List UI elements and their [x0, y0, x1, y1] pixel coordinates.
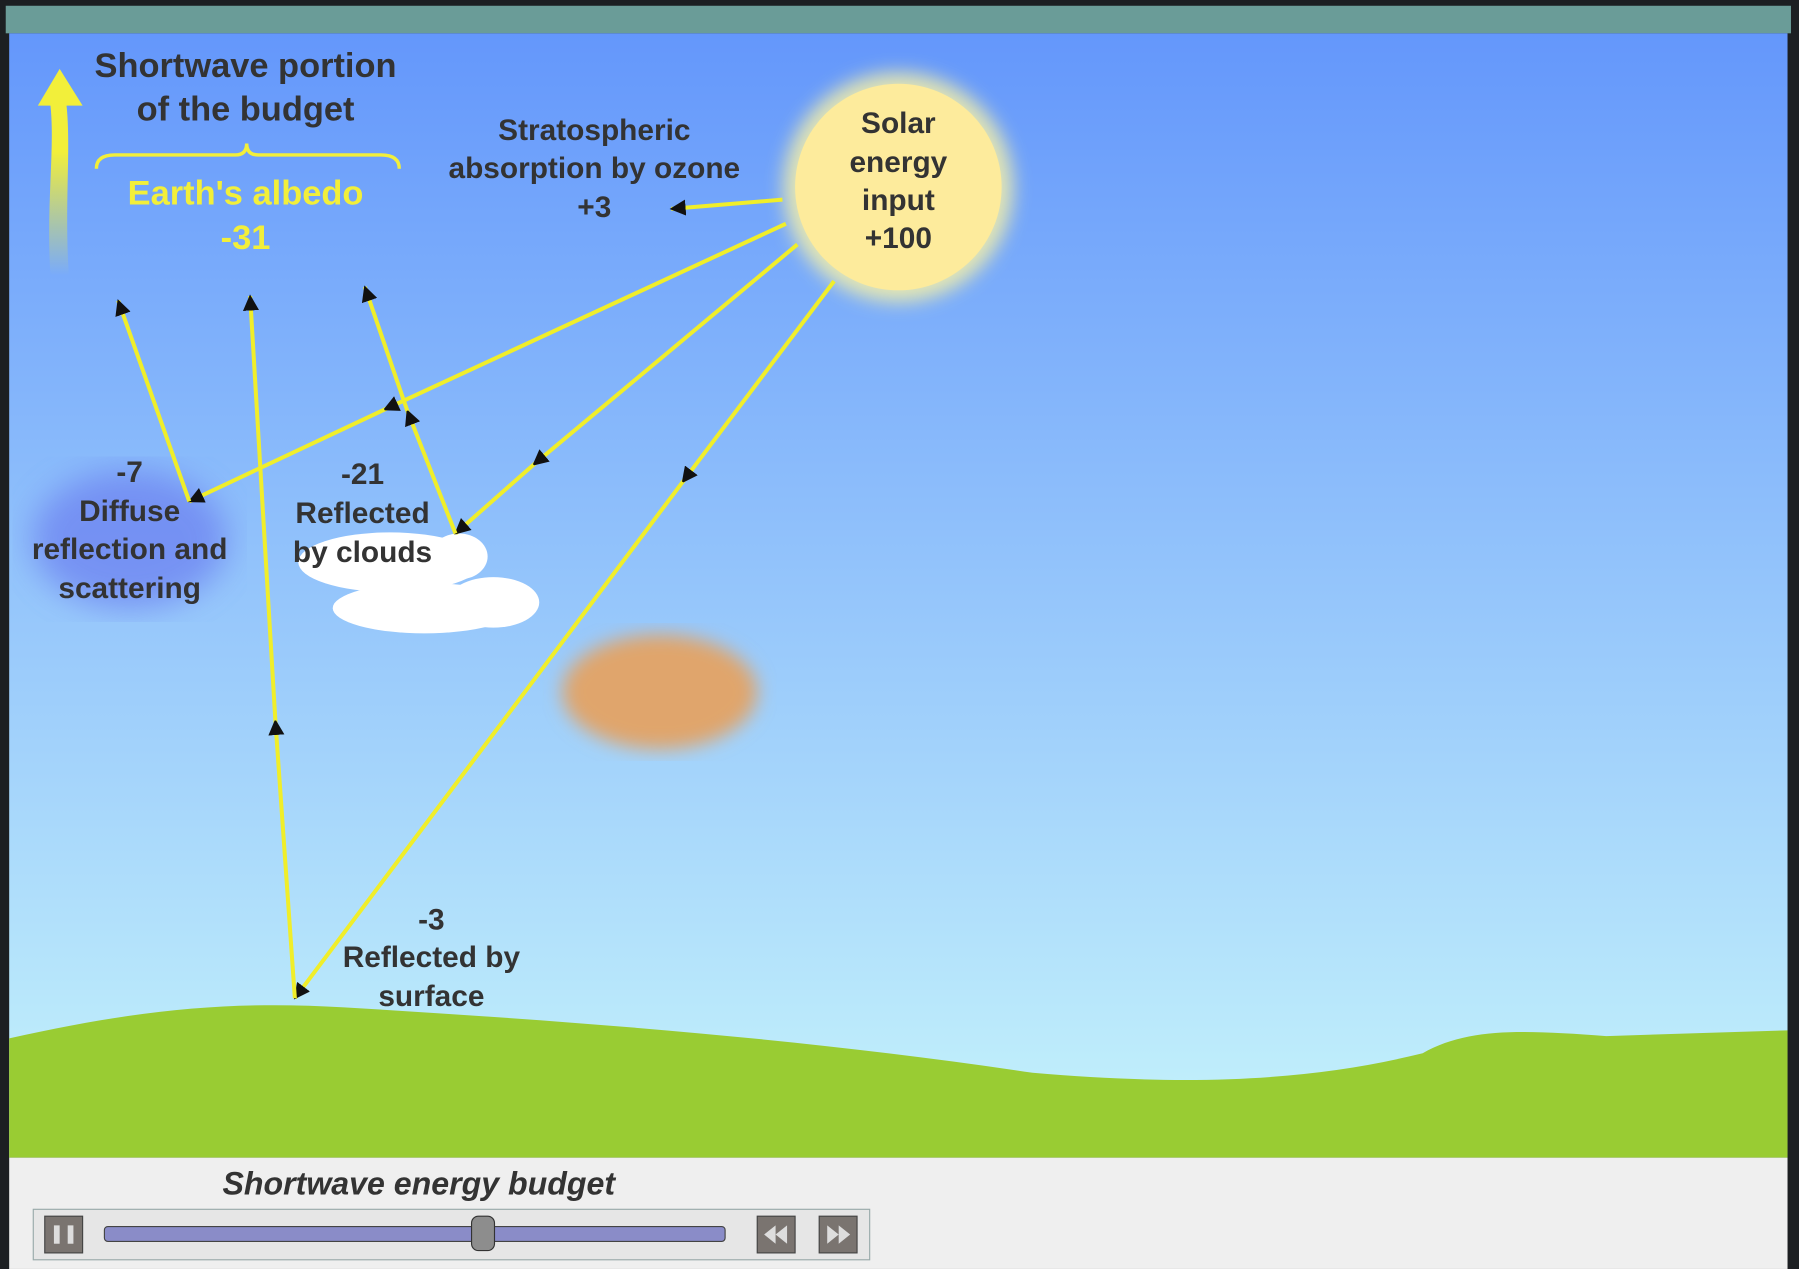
diffuse-label: scattering — [58, 572, 201, 605]
pause-button[interactable] — [45, 1216, 83, 1253]
screen: Shortwave portion of the budget Earth's … — [0, 0, 1799, 1269]
ozone-label: Stratospheric — [498, 114, 690, 147]
albedo-label: Earth's albedo — [128, 174, 364, 212]
heading-line: Shortwave portion — [95, 47, 397, 85]
surface-label: surface — [378, 980, 484, 1013]
solar-label: input — [862, 184, 935, 217]
diffuse-value: -7 — [116, 456, 143, 489]
panel-title: Shortwave energy budget — [223, 1165, 617, 1201]
solar-label: energy — [849, 146, 947, 179]
surface-label: Reflected by — [343, 941, 521, 974]
rewind-button[interactable] — [757, 1216, 795, 1253]
page: Shortwave portion of the budget Earth's … — [0, 0, 1799, 1269]
diffuse-label: Diffuse — [79, 495, 180, 528]
ozone-label: absorption by ozone — [448, 152, 740, 185]
heading-line: of the budget — [137, 91, 355, 129]
clouds-value: -21 — [341, 458, 384, 491]
aerosol — [562, 635, 757, 750]
albedo-value: -31 — [221, 219, 271, 257]
surface-value: -3 — [418, 903, 445, 936]
clouds-label: Reflected — [295, 497, 429, 530]
clouds-label: by clouds — [293, 536, 432, 569]
ozone-value: +3 — [577, 191, 611, 224]
forward-button[interactable] — [819, 1216, 857, 1253]
diffuse-label: reflection and — [32, 533, 228, 566]
solar-label: Solar — [861, 107, 936, 140]
solar-value: +100 — [865, 222, 932, 255]
title-bar — [6, 6, 1791, 34]
progress-slider[interactable] — [104, 1227, 725, 1242]
slider-handle[interactable] — [472, 1216, 495, 1250]
